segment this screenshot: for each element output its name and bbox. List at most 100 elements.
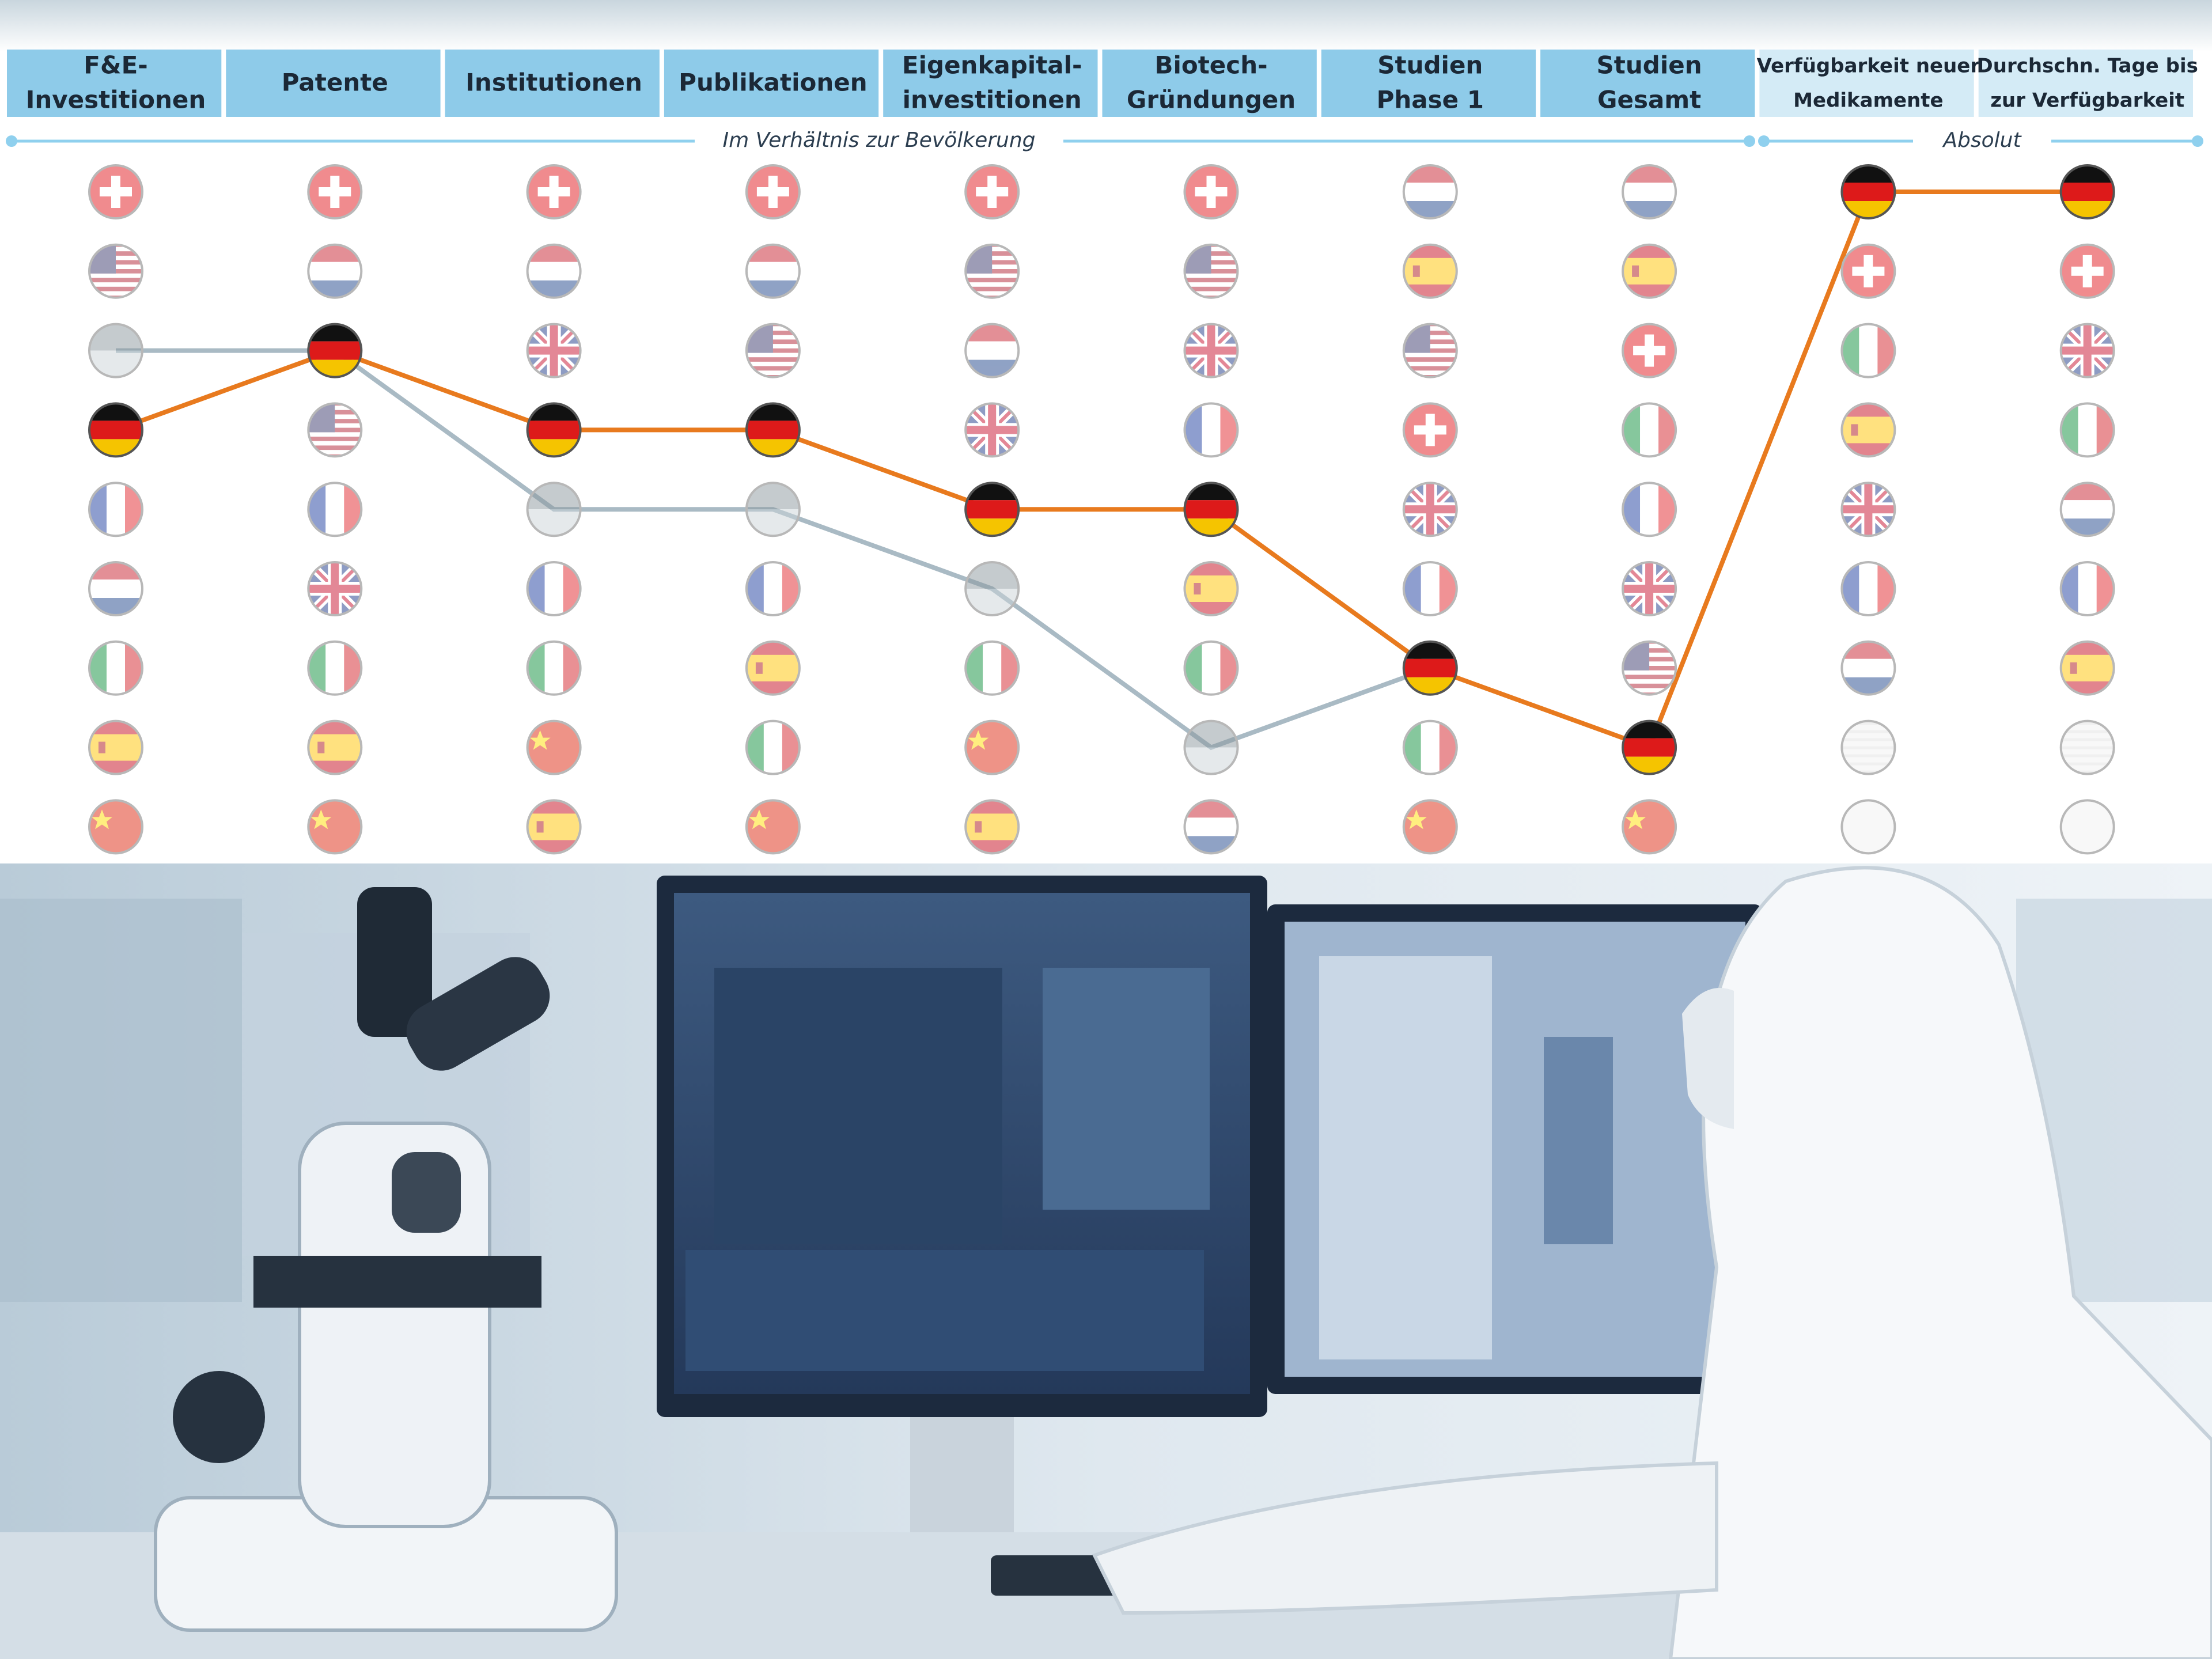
flag-part [89, 579, 142, 598]
flag-part [1184, 721, 1238, 748]
flag [526, 482, 582, 537]
flag-part [1184, 244, 1211, 274]
flag-part [746, 357, 800, 362]
flag-face [89, 403, 142, 457]
flag-outline [2059, 482, 2115, 537]
flag-part [527, 813, 581, 840]
flag [964, 482, 1020, 537]
flag-part [1403, 183, 1457, 201]
flag [307, 719, 363, 775]
flag-outline [1183, 243, 1239, 299]
flag-face [89, 800, 142, 854]
flag-outline [307, 482, 363, 537]
flag [307, 799, 363, 855]
flag-outline [1622, 799, 1677, 855]
flag-outline [964, 323, 1020, 378]
flag [2059, 164, 2115, 219]
flag-part [1403, 357, 1457, 362]
flag-part [308, 341, 362, 360]
flag-face [1184, 244, 1238, 298]
flag-outline [745, 482, 801, 537]
flag-outline [307, 640, 363, 696]
flag [964, 243, 1020, 299]
flag-part [1842, 658, 1895, 677]
flag-part [1623, 641, 1650, 671]
flag-part [975, 821, 982, 833]
header-cell [1102, 50, 1317, 117]
flag-face [1403, 324, 1457, 377]
flag-face [1623, 165, 1676, 218]
flag-face [2061, 483, 2114, 536]
flag [745, 402, 801, 458]
flag [526, 719, 582, 775]
flag-face [1403, 244, 1457, 298]
monitor [1267, 904, 1763, 1394]
flag-face [527, 165, 581, 218]
flag-part [317, 741, 325, 753]
flag [1183, 482, 1239, 537]
section-dot [6, 135, 17, 147]
flag-face [527, 641, 581, 695]
flag-face [89, 483, 142, 536]
flag-part [89, 350, 142, 377]
flag-part [1842, 183, 1895, 201]
flag-face [308, 165, 362, 218]
flag-part [527, 721, 581, 774]
flag-part [527, 421, 581, 440]
flag-part [1403, 800, 1457, 854]
flag-outline [964, 164, 1020, 219]
flag-part [550, 324, 558, 377]
flag-part [1406, 809, 1427, 830]
flag-part [2078, 562, 2097, 615]
flag-part [1623, 183, 1676, 201]
flag-outline [1840, 561, 1896, 616]
flag-face [1184, 562, 1238, 615]
flag-part [319, 187, 351, 196]
flag [745, 164, 801, 219]
flag-face [2061, 641, 2114, 695]
flag-part [746, 324, 773, 353]
flag-face [89, 721, 142, 774]
flag-face [1842, 165, 1895, 218]
flag-part [2061, 800, 2114, 854]
flag-face [527, 483, 581, 536]
header-label: Gründungen [1127, 86, 1296, 114]
flag [1840, 323, 1896, 378]
flag [88, 323, 143, 378]
flag-part [2061, 654, 2114, 681]
flag-outline [2059, 323, 2115, 378]
flag-outline [1402, 799, 1458, 855]
flag [1840, 482, 1896, 537]
flag-face [89, 324, 142, 377]
flag-outline [88, 323, 143, 378]
flag-outline [526, 482, 582, 537]
flag-face [527, 562, 581, 615]
flag-outline [1840, 799, 1896, 855]
flag-face [965, 641, 1019, 695]
flag-outline [1402, 323, 1458, 378]
flag-part [1184, 278, 1238, 283]
header-label: Gesamt [1597, 86, 1701, 114]
flag-face [2061, 324, 2114, 377]
flag-part [965, 244, 993, 274]
flag [1402, 323, 1458, 378]
flag-outline [745, 243, 801, 299]
flag-face [746, 403, 800, 457]
flag [1840, 243, 1896, 299]
header-cell [1321, 50, 1536, 117]
flag [1183, 323, 1239, 378]
flag-part [89, 286, 142, 291]
flag-part [965, 562, 1019, 589]
flag-face [746, 641, 800, 695]
flag-part [325, 483, 344, 536]
flag [1183, 164, 1239, 219]
flag-part [1207, 324, 1215, 377]
flag-part [308, 403, 335, 433]
flag [1402, 243, 1458, 299]
flag-face [1184, 483, 1238, 536]
flag [964, 402, 1020, 458]
flag-outline [1840, 719, 1896, 775]
flag-face [1184, 165, 1238, 218]
flag [745, 799, 801, 855]
flag-outline [526, 799, 582, 855]
